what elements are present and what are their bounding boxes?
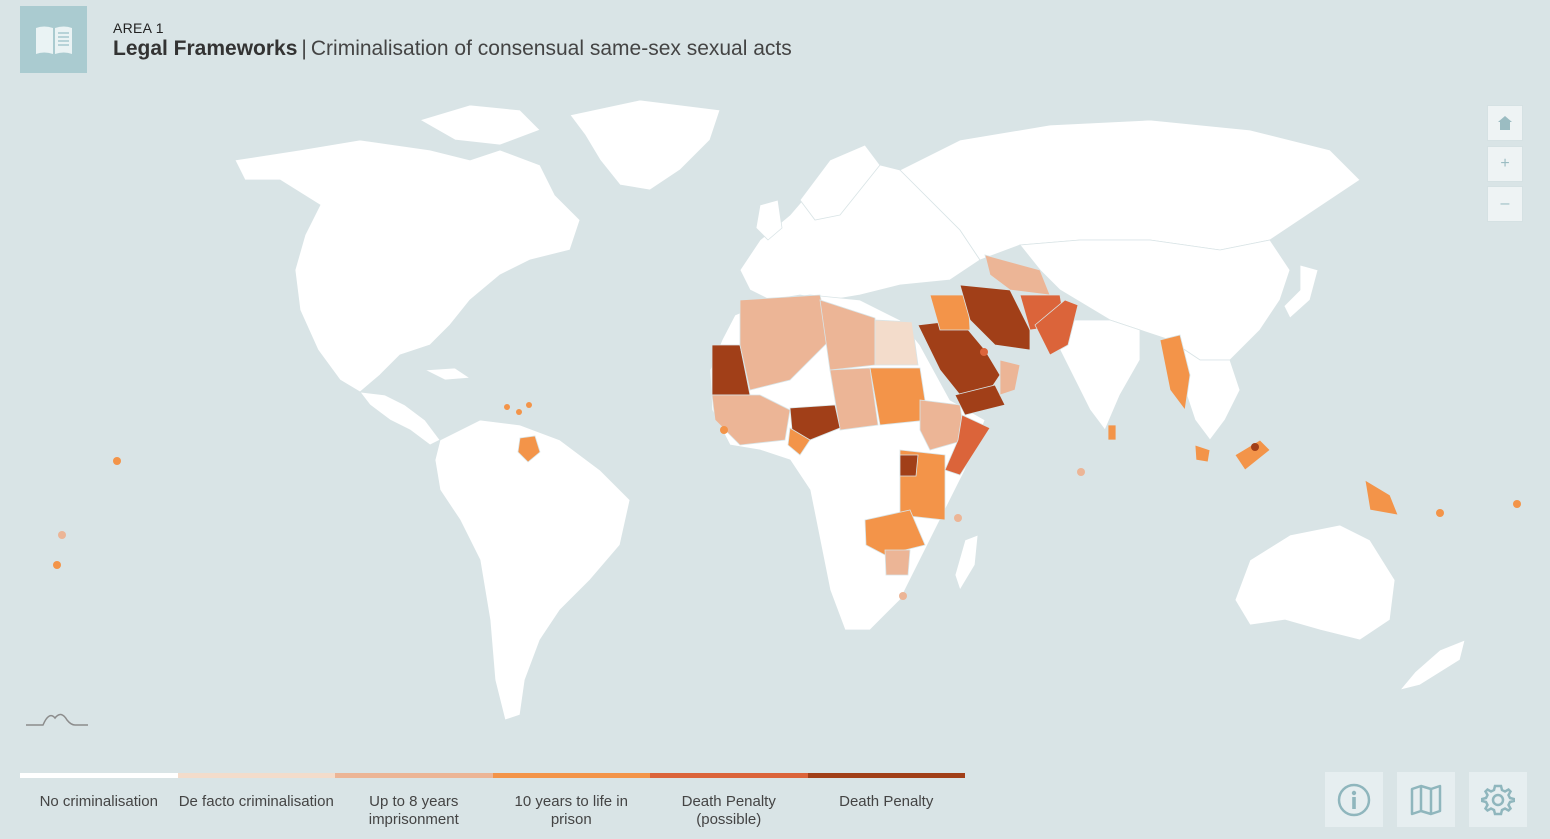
title-separator: | — [301, 37, 307, 60]
australia[interactable] — [1234, 524, 1396, 641]
page-title: Legal Frameworks | Criminalisation of cons… — [113, 37, 792, 61]
country-central-asia[interactable] — [984, 254, 1051, 296]
book-icon — [35, 26, 72, 54]
country-west-africa[interactable] — [711, 394, 791, 446]
zoom-in-button[interactable]: + — [1487, 146, 1523, 182]
island-dot[interactable] — [526, 402, 532, 408]
island-dot[interactable] — [1513, 500, 1521, 508]
legend-label: 10 years to life in prison — [514, 793, 628, 828]
country-oman[interactable] — [999, 359, 1021, 396]
country-somalia[interactable] — [944, 414, 991, 476]
map-legend: No criminalisation De facto criminalisat… — [20, 773, 965, 829]
country-sudan[interactable] — [869, 367, 929, 426]
island-dot[interactable] — [954, 514, 962, 522]
island-dot[interactable] — [58, 531, 66, 539]
arctic-islands[interactable] — [418, 104, 541, 146]
cuba[interactable] — [423, 367, 472, 381]
legend-swatch — [177, 773, 335, 778]
map-view-button[interactable] — [1397, 772, 1455, 827]
japan[interactable] — [1283, 264, 1319, 319]
island-dot[interactable] — [113, 457, 121, 465]
settings-button[interactable] — [1469, 772, 1527, 827]
country-zimbabwe[interactable] — [884, 549, 911, 576]
russia[interactable] — [899, 119, 1361, 261]
island-dot[interactable] — [516, 409, 522, 415]
country-syria-iraq[interactable] — [929, 294, 971, 331]
new-zealand[interactable] — [1398, 639, 1466, 691]
country-chad-niger[interactable] — [829, 367, 879, 431]
island-dot[interactable] — [720, 426, 728, 434]
guyana[interactable] — [517, 435, 541, 463]
legend-swatch — [335, 773, 493, 778]
madagascar[interactable] — [954, 534, 979, 591]
north-america[interactable] — [234, 139, 581, 393]
page-header: AREA 1 Legal Frameworks | Criminalisation … — [113, 20, 792, 61]
island-dot[interactable] — [899, 592, 907, 600]
zoom-out-button[interactable]: – — [1487, 186, 1523, 222]
legend-label: Death Penalty — [839, 793, 934, 810]
uk[interactable] — [755, 199, 783, 241]
island-dot[interactable] — [504, 404, 510, 410]
logo-icon — [26, 713, 88, 726]
south-america[interactable] — [434, 419, 631, 721]
greenland[interactable] — [569, 99, 721, 191]
country-sri-lanka[interactable] — [1107, 424, 1117, 441]
country-malaysia[interactable] — [1194, 444, 1211, 463]
central-america[interactable] — [359, 391, 441, 446]
legend-item-deathpossible[interactable]: Death Penalty (possible) — [650, 773, 808, 829]
island-dot[interactable] — [1077, 468, 1085, 476]
legend-swatch — [492, 773, 650, 778]
legend-item-death[interactable]: Death Penalty — [807, 773, 965, 829]
world-map[interactable] — [0, 0, 1550, 760]
country-egypt[interactable] — [874, 319, 919, 366]
island-dot[interactable] — [980, 348, 988, 356]
legend-swatch — [20, 773, 178, 778]
legend-label: Up to 8 years imprisonment — [368, 793, 459, 828]
title-bold: Legal Frameworks — [113, 37, 298, 60]
country-myanmar[interactable] — [1159, 334, 1191, 412]
home-button[interactable] — [1487, 105, 1523, 141]
country-ghana-togo[interactable] — [787, 427, 811, 456]
country-pakistan[interactable] — [1034, 299, 1079, 356]
island-dot[interactable] — [1436, 509, 1444, 517]
title-rest: Criminalisation of consensual same-sex s… — [310, 37, 792, 60]
island-dot[interactable] — [53, 561, 61, 569]
legend-item-none[interactable]: No criminalisation — [20, 773, 178, 829]
legend-item-life[interactable]: 10 years to life in prison — [492, 773, 650, 829]
scandinavia[interactable] — [799, 144, 881, 221]
gear-icon — [1481, 784, 1515, 815]
info-icon — [1337, 783, 1371, 816]
country-uganda[interactable] — [899, 454, 919, 477]
legend-item-defacto[interactable]: De facto criminalisation — [177, 773, 335, 829]
map-icon — [1410, 784, 1442, 815]
country-yemen[interactable] — [954, 384, 1006, 416]
island-dot[interactable] — [1251, 443, 1259, 451]
legend-label: No criminalisation — [39, 793, 158, 810]
country-morocco-algeria-region[interactable] — [739, 294, 831, 391]
home-icon — [1498, 116, 1512, 130]
area-label: AREA 1 — [113, 20, 164, 36]
country-papua-new-guinea[interactable] — [1364, 479, 1399, 516]
country-nigeria[interactable] — [789, 404, 841, 441]
legend-label: Death Penalty (possible) — [681, 793, 776, 828]
legend-item-up8[interactable]: Up to 8 years imprisonment — [335, 773, 493, 829]
india[interactable] — [1059, 319, 1141, 431]
legend-label: De facto criminalisation — [178, 793, 334, 810]
country-ethiopia-region[interactable] — [919, 399, 966, 451]
info-button[interactable] — [1325, 772, 1383, 827]
legend-swatch — [807, 773, 965, 778]
legend-swatch — [650, 773, 808, 778]
book-menu-button[interactable] — [20, 6, 87, 73]
